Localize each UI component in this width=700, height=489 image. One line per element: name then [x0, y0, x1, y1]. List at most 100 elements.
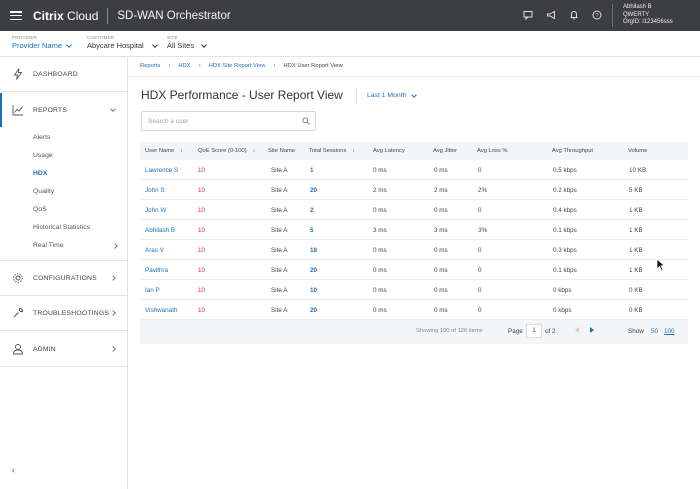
table-body: Lawrence S 10 Site A 1 0 ms 0 ms 0 0.5 kbps 10 K…: [140, 160, 688, 320]
cell-qoe-score: 10: [198, 227, 206, 234]
cell-avg-loss: 0: [478, 287, 482, 294]
cell-user-name[interactable]: Lawrence S: [145, 167, 179, 174]
cell-user-name[interactable]: John W: [145, 207, 167, 214]
cell-total-sessions[interactable]: 2: [310, 207, 314, 214]
cell-site-name: Site A: [271, 247, 288, 254]
col-qoe-score[interactable]: QoE Score (0-100) ↓: [198, 148, 256, 154]
chevron-down-icon: [151, 41, 158, 48]
divider: [356, 88, 357, 104]
cell-avg-jitter: 0 ms: [434, 287, 448, 294]
breadcrumb: Reports › HDX › HDX Site Report View › H…: [140, 63, 343, 69]
breadcrumb-hdx[interactable]: HDX: [178, 63, 191, 69]
help-icon[interactable]: ?: [591, 9, 602, 20]
cell-avg-latency: 0 ms: [373, 267, 387, 274]
next-page-icon[interactable]: [590, 327, 594, 333]
items-count: Showing 100 of 126 items: [416, 328, 483, 334]
col-avg-throughput[interactable]: Avg Throughput: [552, 148, 594, 154]
provider-selector[interactable]: PROVIDER Provider Name: [12, 35, 72, 50]
table-row: Aras V 10 Site A 18 0 ms 0 ms 0 0.3 kbps 1 KB: [140, 240, 688, 260]
cell-avg-jitter: 0 ms: [434, 167, 448, 174]
top-bar: Citrix Cloud SD-WAN Orchestrator ? Abhil…: [0, 0, 700, 31]
breadcrumb-hdx-site-report[interactable]: HDX Site Report View: [208, 63, 266, 69]
gear-icon: [12, 272, 24, 284]
sidebar-item-historical-statistics[interactable]: Historical Statistics: [33, 224, 91, 231]
cell-user-name[interactable]: Aras V: [145, 247, 164, 254]
page-number-input[interactable]: 1: [526, 324, 542, 338]
col-user-name[interactable]: User Name ↓: [145, 148, 184, 154]
search-icon[interactable]: [302, 117, 310, 125]
sidebar-item-admin[interactable]: ADMIN: [0, 332, 127, 366]
reports-chart-icon: [12, 104, 24, 116]
cell-total-sessions[interactable]: 20: [310, 267, 318, 274]
chevron-right-icon: [110, 275, 116, 281]
customer-selector[interactable]: CUSTOMER Abycare Hospital: [87, 35, 158, 50]
chevron-down-icon: [411, 91, 418, 98]
prev-page-icon[interactable]: [575, 327, 579, 333]
cell-user-name[interactable]: Pavithra: [145, 267, 169, 274]
cell-avg-loss: 2%: [478, 187, 488, 194]
cell-avg-loss: 0: [478, 247, 482, 254]
sidebar: DASHBOARD REPORTS Alerts Usage HDX Quali…: [0, 57, 128, 489]
sidebar-item-troubleshootings[interactable]: TROUBLESHOOTINGS: [0, 296, 127, 330]
cell-avg-latency: 0 ms: [373, 167, 387, 174]
cell-avg-throughput: 0.1 kbps: [553, 267, 577, 274]
user-menu[interactable]: Abhilash B QWERTY OrgID: i123456sss: [623, 4, 673, 27]
cell-site-name: Site A: [271, 227, 288, 234]
divider: [0, 260, 127, 261]
page-label: Page: [508, 328, 523, 335]
chevron-down-icon: [66, 41, 72, 48]
search-input[interactable]: Search a user: [141, 111, 316, 131]
cell-total-sessions[interactable]: 5: [310, 227, 314, 234]
col-avg-jitter[interactable]: Avg Jitter: [433, 148, 458, 154]
cell-avg-jitter: 3 ms: [434, 227, 448, 234]
cell-total-sessions[interactable]: 1: [310, 167, 314, 174]
bell-icon[interactable]: [568, 9, 579, 20]
sidebar-item-configurations[interactable]: CONFIGURATIONS: [0, 261, 127, 295]
sidebar-item-hdx[interactable]: HDX: [33, 170, 48, 177]
page-size-100[interactable]: 100: [664, 328, 675, 335]
cell-qoe-score: 10: [198, 307, 206, 314]
sidebar-item-real-time[interactable]: Real Time: [33, 242, 118, 249]
site-selector[interactable]: SITE All Sites: [167, 35, 207, 50]
cell-total-sessions[interactable]: 20: [310, 187, 318, 194]
chevron-right-icon: [110, 310, 116, 316]
cell-total-sessions[interactable]: 18: [310, 247, 318, 254]
svg-text:?: ?: [595, 13, 598, 19]
cell-user-name[interactable]: John S: [145, 187, 165, 194]
cell-avg-throughput: 0.5 kbps: [553, 167, 577, 174]
collapse-sidebar-icon[interactable]: ‹: [12, 465, 15, 475]
chat-icon[interactable]: [522, 9, 533, 20]
col-avg-loss[interactable]: Avg Loss %: [477, 148, 508, 154]
divider: [0, 366, 127, 367]
col-total-sessions[interactable]: Total Sessions ↓: [309, 148, 356, 154]
sidebar-item-usage[interactable]: Usage: [33, 152, 53, 159]
cell-qoe-score: 10: [198, 207, 206, 214]
megaphone-icon[interactable]: [545, 9, 556, 20]
sidebar-item-qos[interactable]: QoS: [33, 206, 47, 213]
table-row: Vishwanath 10 Site A 20 0 ms 0 ms 0 0 kbps 0 KB: [140, 300, 688, 320]
breadcrumb-reports[interactable]: Reports: [140, 63, 161, 69]
sidebar-item-alerts[interactable]: Alerts: [33, 134, 51, 141]
col-avg-latency[interactable]: Avg Latency: [373, 148, 405, 154]
table-row: John W 10 Site A 2 0 ms 0 ms 0 0.4 kbps 1 KB: [140, 200, 688, 220]
cell-user-name[interactable]: Abhilash B: [145, 227, 176, 234]
page-total: of 2: [545, 328, 556, 335]
cell-user-name[interactable]: Ian P: [145, 287, 160, 294]
sidebar-item-dashboard[interactable]: DASHBOARD: [0, 57, 127, 91]
chevron-right-icon: [110, 346, 116, 352]
col-site-name[interactable]: Site Name: [268, 148, 296, 154]
sidebar-item-reports[interactable]: REPORTS: [0, 93, 127, 127]
cell-volume: 1 KB: [629, 207, 643, 214]
divider: [0, 330, 127, 331]
sidebar-item-quality[interactable]: Quality: [33, 188, 55, 195]
cell-user-name[interactable]: Vishwanath: [145, 307, 178, 314]
cell-site-name: Site A: [271, 167, 288, 174]
table-row: Abhilash B 10 Site A 5 3 ms 3 ms 3% 0.1 kbps 1 K…: [140, 220, 688, 240]
col-volume[interactable]: Volume: [628, 148, 648, 154]
cell-total-sessions[interactable]: 20: [310, 307, 318, 314]
time-range-dropdown[interactable]: Last 1 Month: [367, 91, 418, 99]
page-size-50[interactable]: 50: [651, 328, 659, 335]
table-row: Ian P 10 Site A 10 0 ms 0 ms 0 0 kbps 0 KB: [140, 280, 688, 300]
hamburger-menu-icon[interactable]: [10, 11, 22, 20]
cell-total-sessions[interactable]: 10: [310, 287, 318, 294]
